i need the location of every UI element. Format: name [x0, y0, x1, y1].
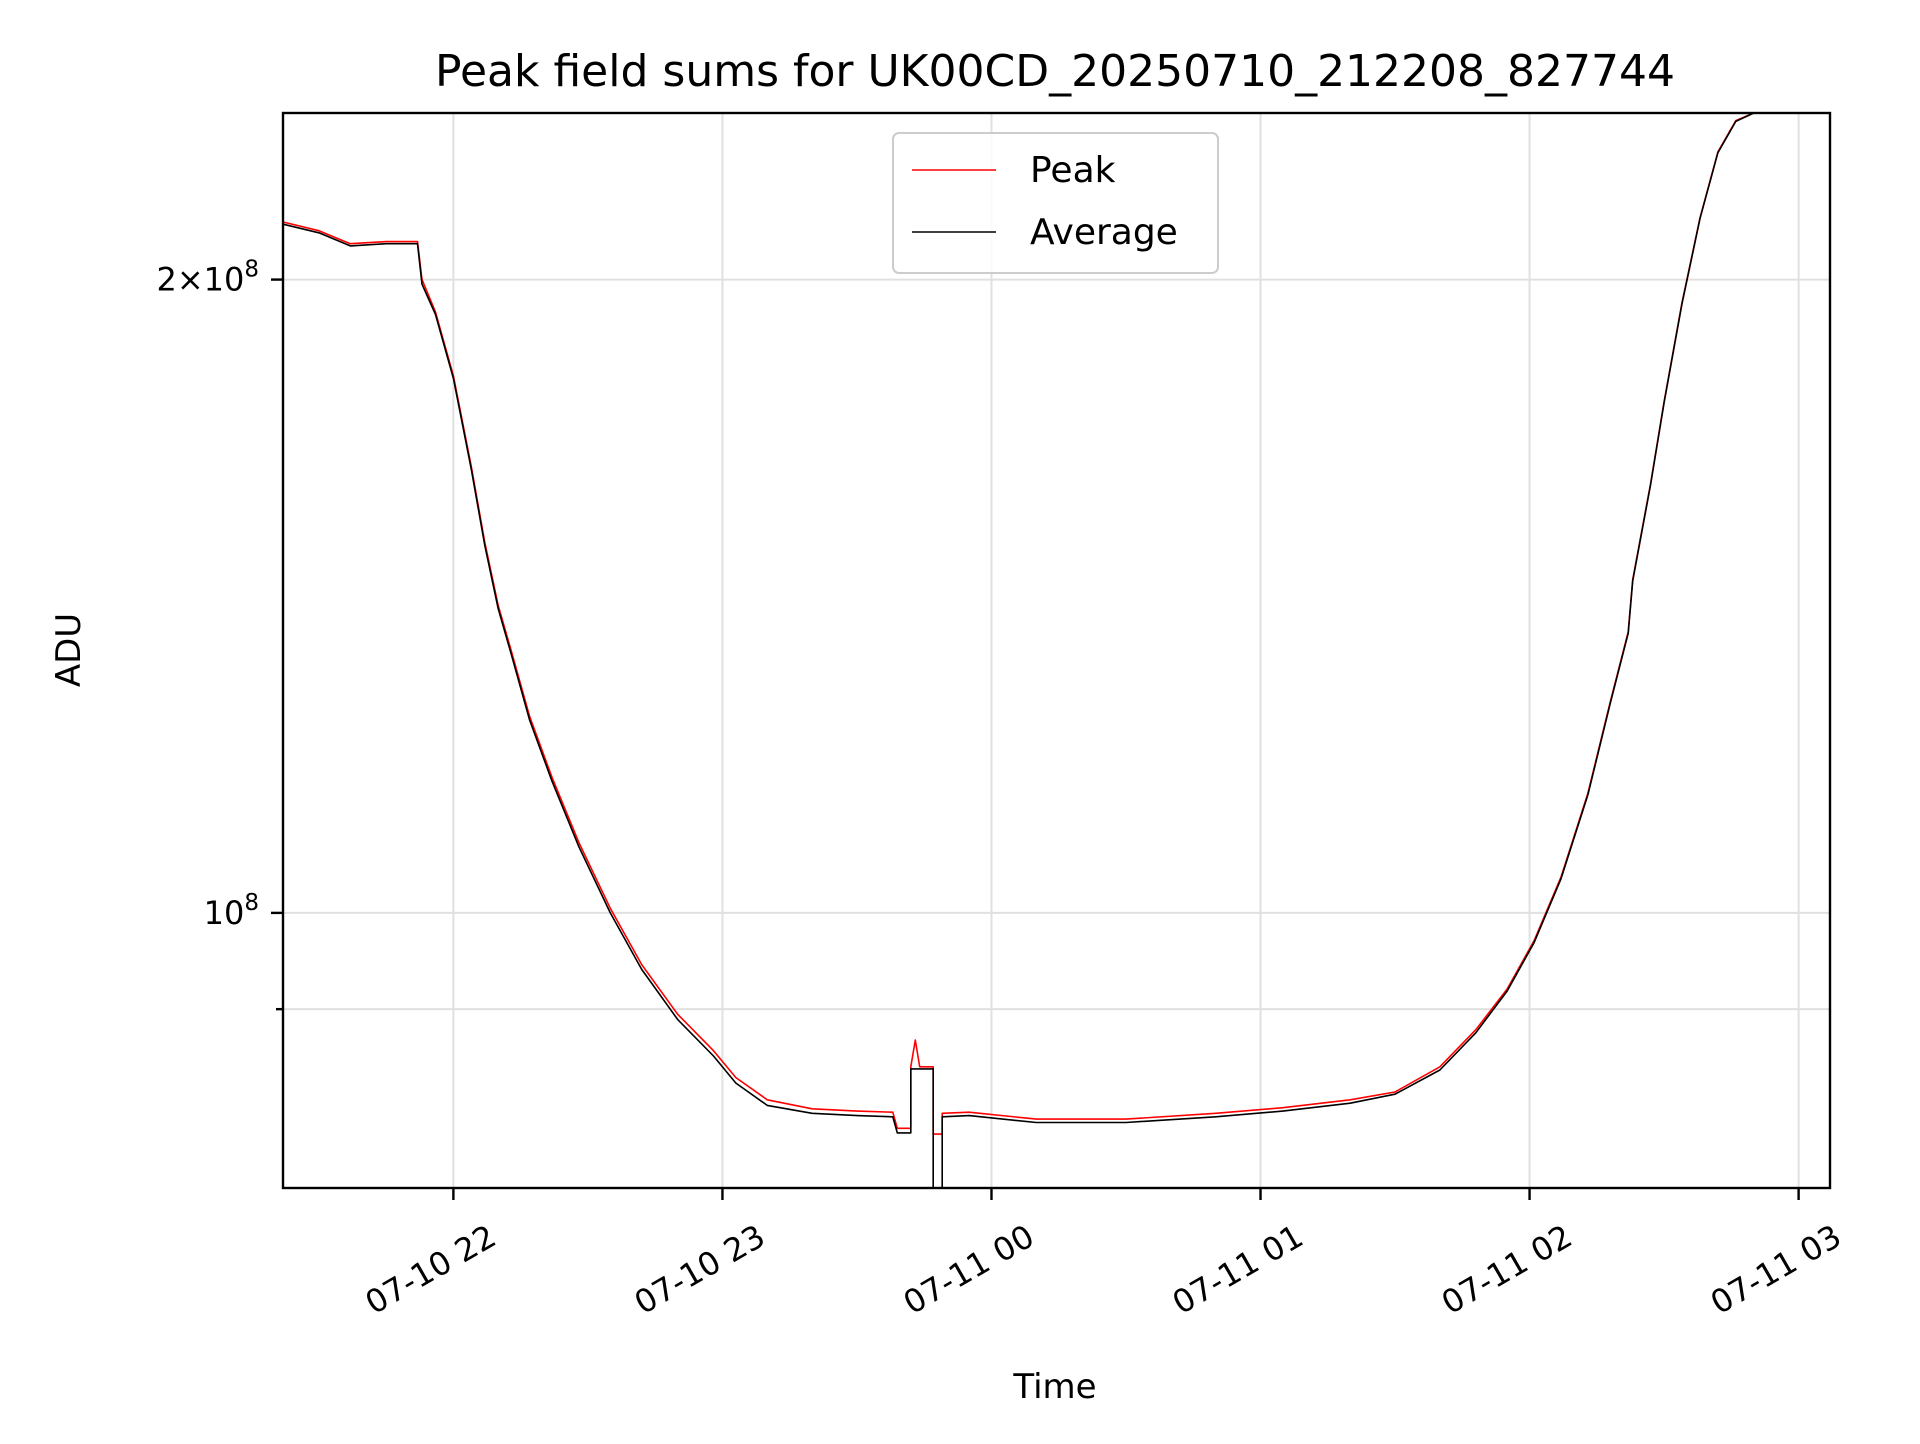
- x-tick-label: 07-10 22: [359, 1217, 503, 1322]
- legend-box: [892, 132, 1219, 274]
- chart-title: Peak field sums for UK00CD_20250710_2122…: [435, 46, 1675, 97]
- legend: Peak Average: [892, 132, 1219, 274]
- x-tick-label: 07-11 03: [1704, 1217, 1848, 1322]
- x-tick-label: 07-11 02: [1435, 1217, 1579, 1322]
- legend-label-peak: Peak: [1030, 150, 1116, 191]
- x-axis-label: Time: [1012, 1367, 1096, 1407]
- x-tick-label: 07-11 00: [897, 1217, 1041, 1322]
- y-tick-label: 108: [204, 890, 259, 932]
- y-axis-label: ADU: [49, 613, 89, 687]
- grid-layer: [283, 113, 1830, 1188]
- y-tick-label: 2×108: [156, 257, 259, 299]
- x-tick-label: 07-11 01: [1166, 1217, 1310, 1322]
- series-layer: [282, 112, 1830, 1189]
- x-axis: 07-10 22 07-10 23 07-11 00 07-11 01 07-11 02…: [359, 1188, 1848, 1322]
- y-axis: 2×108 108: [156, 257, 283, 1011]
- x-tick-label: 07-10 23: [628, 1217, 772, 1322]
- series-line-average: [282, 112, 1830, 1189]
- plot-frame: [281, 111, 1832, 1190]
- legend-label-average: Average: [1030, 212, 1178, 253]
